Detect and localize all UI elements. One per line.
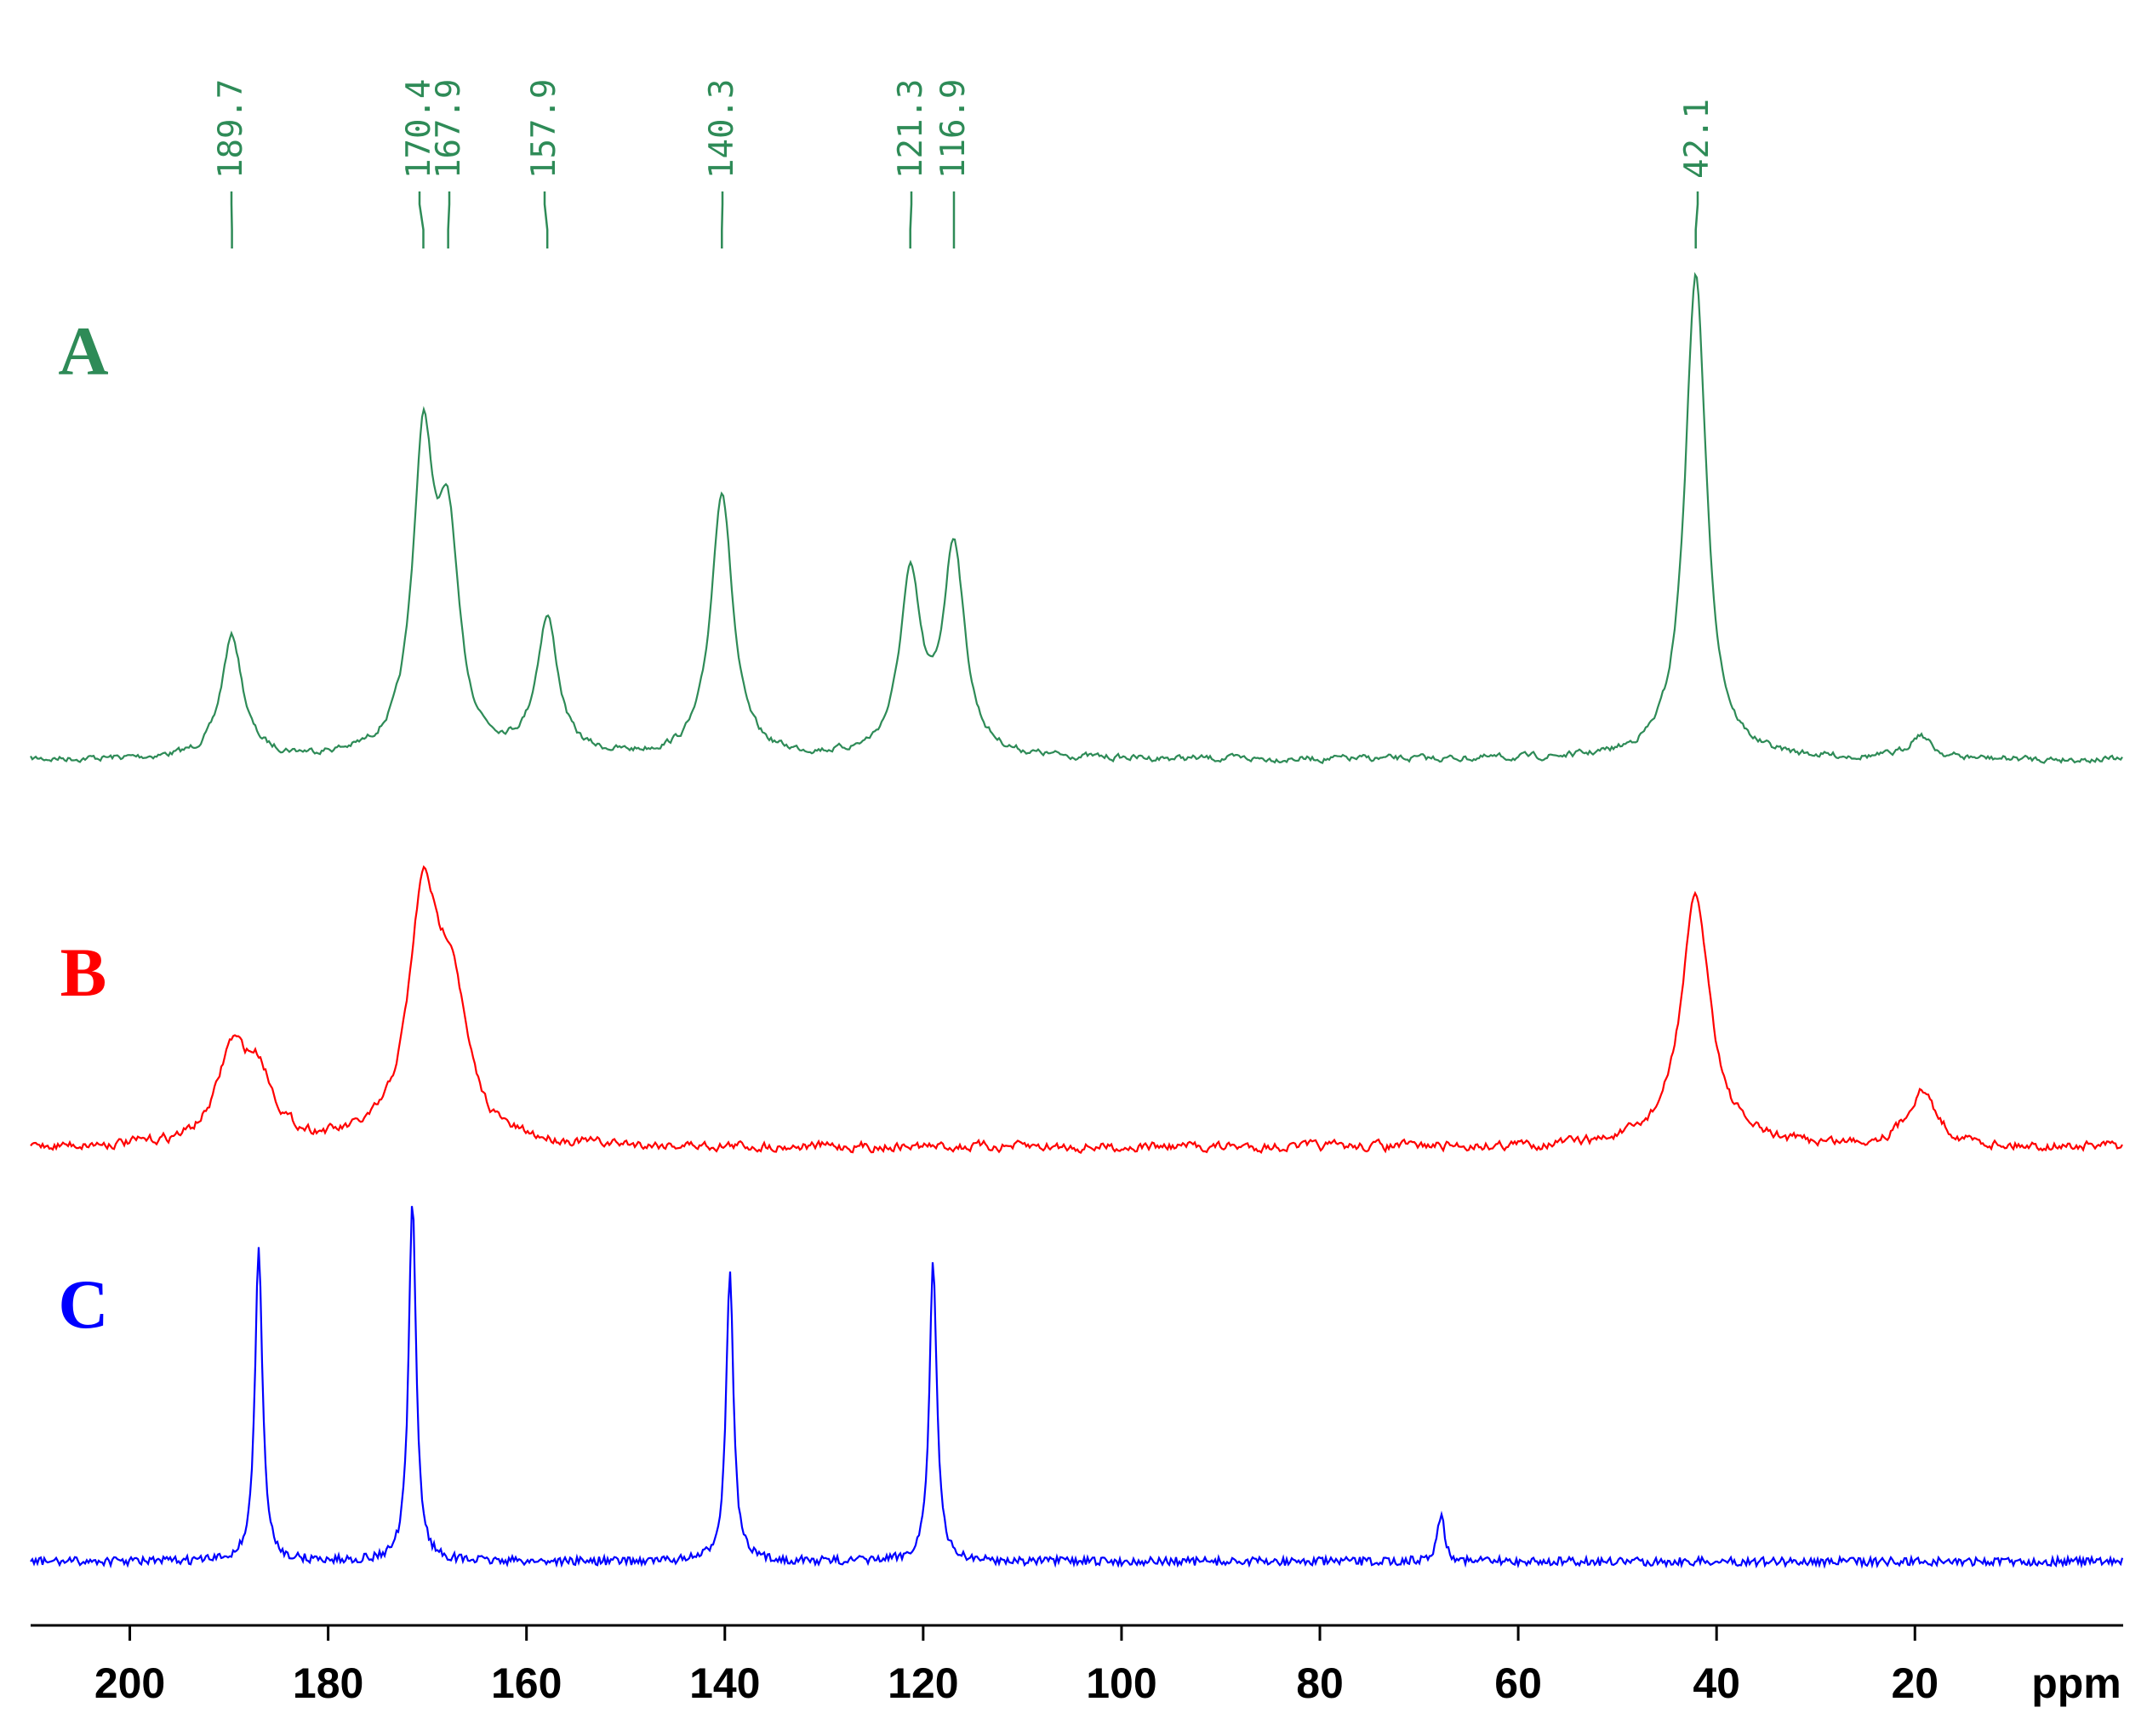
peak-label: 116.9 — [934, 79, 973, 179]
x-tick-label: 140 — [689, 1659, 760, 1707]
peak-label: 121.3 — [892, 79, 930, 179]
peak-label-leader — [1694, 191, 1699, 248]
spectrum-trace-c — [30, 1206, 2124, 1569]
x-tick-label: 120 — [888, 1659, 958, 1707]
peak-label: 167.9 — [430, 79, 468, 179]
peak-label: 140.3 — [703, 79, 741, 179]
spectrum-traces — [30, 271, 2124, 1569]
spectrum-trace-b — [30, 865, 2123, 1155]
peak-label: 189.7 — [212, 79, 250, 179]
x-axis: ppm 200 180 160 140 120 100 80 60 40 20 — [31, 1624, 2123, 1707]
trace-labels: A B C — [58, 312, 108, 1343]
trace-label-b: B — [60, 934, 107, 1011]
x-tick-label: 20 — [1891, 1659, 1939, 1707]
x-tick-label: 160 — [491, 1659, 562, 1707]
x-tick-label: 200 — [94, 1659, 165, 1707]
spectrum-trace-a — [30, 271, 2123, 765]
x-tick-label: 80 — [1296, 1659, 1344, 1707]
peak-label-leader — [447, 191, 451, 248]
x-tick-label: 60 — [1494, 1659, 1542, 1707]
peak-label: 157.9 — [525, 79, 563, 179]
trace-label-c: C — [58, 1265, 108, 1343]
trace-label-a: A — [58, 312, 108, 390]
x-axis-unit-label: ppm — [2031, 1659, 2121, 1707]
peak-label: 170.4 — [400, 79, 438, 179]
peak-label-leader — [230, 191, 233, 248]
x-tick-label: 100 — [1086, 1659, 1156, 1707]
peak-label: 42.1 — [1678, 99, 1716, 179]
peak-label-leader — [418, 191, 425, 248]
x-tick-label: 40 — [1693, 1659, 1740, 1707]
peak-label-leader — [543, 191, 549, 248]
x-tick-label: 180 — [293, 1659, 363, 1707]
